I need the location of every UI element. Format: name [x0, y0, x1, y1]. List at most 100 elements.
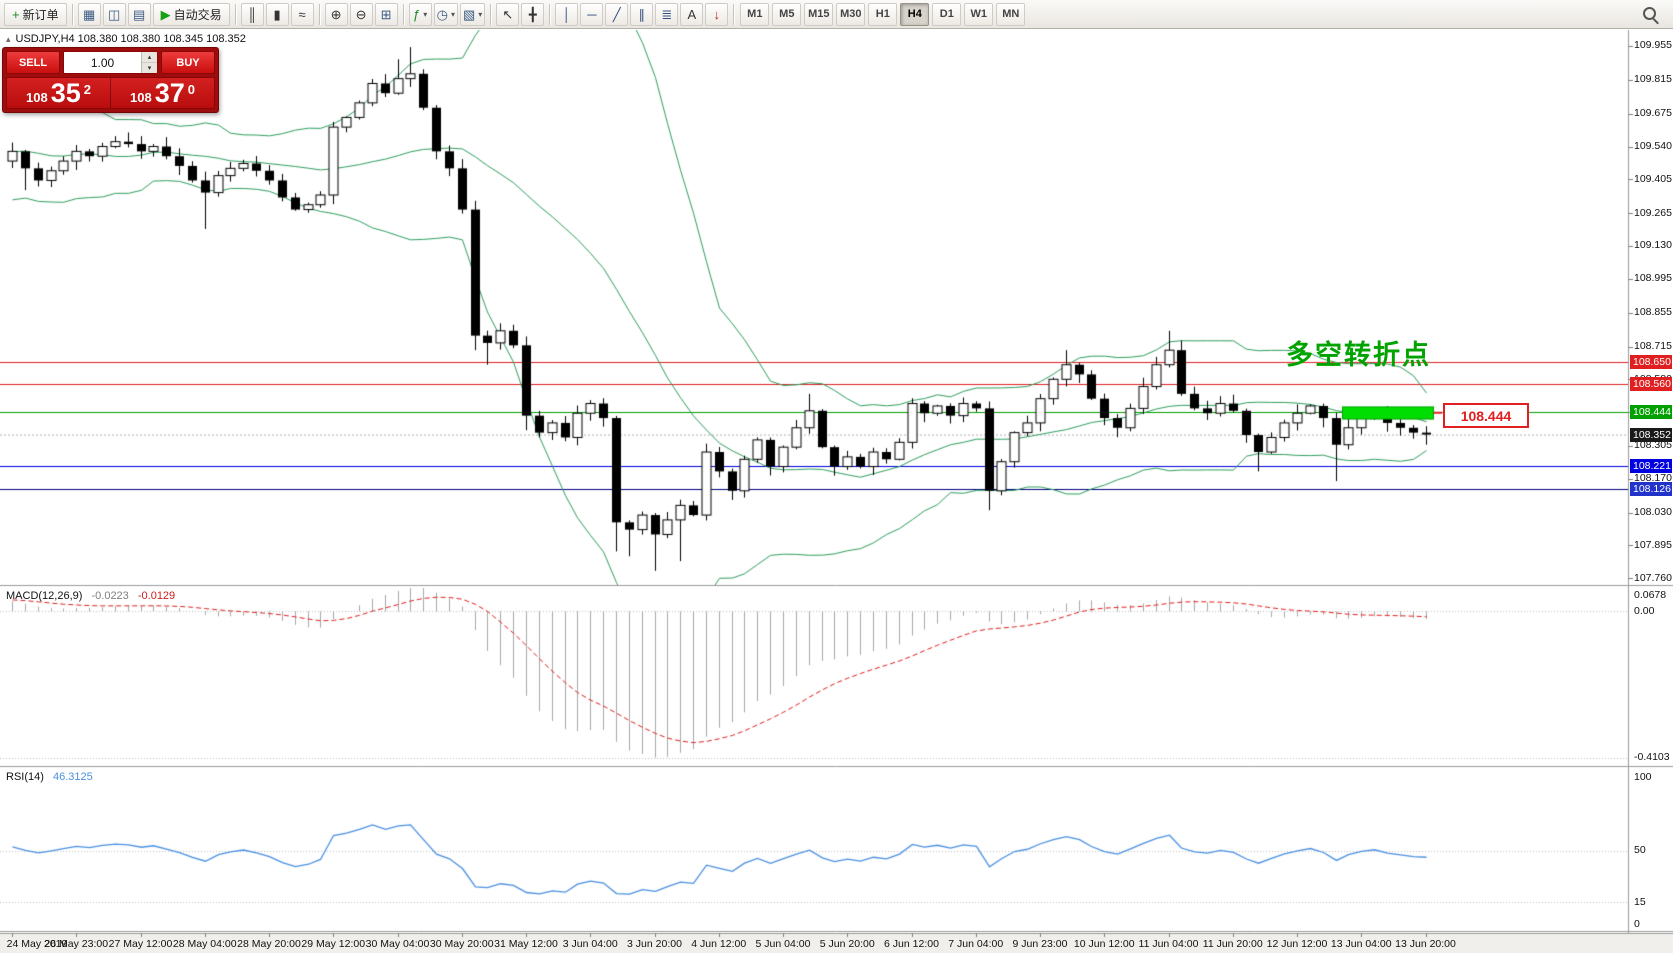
- channel-button[interactable]: ∥: [630, 2, 654, 26]
- timeframe-mn[interactable]: MN: [996, 2, 1026, 26]
- candlestick-chart-button[interactable]: ▮: [265, 2, 289, 26]
- price-axis-label: 108.715: [1634, 340, 1672, 353]
- vertical-line-button[interactable]: │: [555, 2, 579, 26]
- toolbar-separator: [402, 3, 404, 25]
- macd-value-main: -0.0223: [91, 590, 129, 602]
- bar-chart-button[interactable]: ║: [240, 2, 264, 26]
- time-axis-label: 27 May 12:00: [108, 938, 173, 950]
- price-axis-label: 107.760: [1634, 571, 1672, 584]
- sell-price[interactable]: 108 35 2: [7, 78, 111, 108]
- volume-input[interactable]: [64, 52, 141, 73]
- hline-icon: ─: [587, 6, 597, 22]
- price-axis-label: 109.675: [1634, 107, 1672, 120]
- toolbar-separator: [549, 3, 551, 25]
- line-chart-button[interactable]: ≈: [290, 2, 314, 26]
- time-axis-label: 29 May 12:00: [301, 938, 366, 950]
- toolbar-separator: [318, 3, 320, 25]
- time-axis-label: 5 Jun 20:00: [819, 938, 875, 950]
- autotrading-button[interactable]: ▶ 自动交易: [152, 2, 230, 26]
- chart-annotation-text[interactable]: 多空转折点: [1286, 340, 1431, 370]
- time-axis-label: 4 Jun 12:00: [691, 938, 747, 950]
- rsi-axis-label: 0: [1634, 917, 1640, 930]
- timeframe-m15[interactable]: M15: [804, 2, 834, 26]
- time-axis-label: 28 May 04:00: [172, 938, 237, 950]
- price-axis-label: 108.995: [1634, 272, 1672, 285]
- timeframe-h1[interactable]: H1: [868, 2, 898, 26]
- zoom-in-icon: ⊕: [330, 6, 342, 22]
- price-callout[interactable]: 108.444: [1443, 403, 1529, 428]
- fx-icon: ƒ: [413, 6, 421, 22]
- arrows-button[interactable]: ↓: [705, 2, 729, 26]
- price-tag-108.352: 108.352: [1630, 427, 1672, 442]
- time-axis-label: 13 Jun 20:00: [1395, 938, 1456, 950]
- one-click-trading-panel: SELL ▴ ▾ BUY 108 35 2 108 37 0: [2, 47, 219, 113]
- market-watch-button[interactable]: ▤: [127, 2, 151, 26]
- template-icon: ▧: [462, 6, 476, 22]
- buy-price-point: 0: [187, 82, 195, 97]
- price-axis-label: 109.265: [1634, 206, 1672, 219]
- time-axis-label: 6 Jun 12:00: [884, 938, 939, 950]
- price-tag-108.221: 108.221: [1630, 459, 1672, 474]
- templates-button[interactable]: ▧ ▾: [459, 2, 486, 26]
- indicators-button[interactable]: ƒ ▾: [408, 2, 432, 26]
- time-axis-label: 10 Jun 12:00: [1073, 938, 1135, 950]
- price-axis-label: 109.540: [1634, 140, 1672, 153]
- volume-up-button[interactable]: ▴: [142, 52, 157, 63]
- buy-price-pips: 37: [154, 77, 185, 108]
- price-tag-108.126: 108.126: [1630, 482, 1672, 497]
- macd-name: MACD(12,26,9): [6, 590, 83, 602]
- tile-icon: ⊞: [380, 6, 392, 22]
- one-click-toggle-icon[interactable]: ▴: [6, 33, 11, 44]
- timeframe-m5[interactable]: M5: [772, 2, 802, 26]
- channel-icon: ∥: [638, 6, 646, 22]
- charts-window-button[interactable]: ▦: [77, 2, 101, 26]
- autotrading-button-label: 自动交易: [173, 7, 222, 22]
- bars-icon: ║: [247, 6, 257, 22]
- timeframe-m1[interactable]: M1: [740, 2, 770, 26]
- time-axis-label: 30 May 20:00: [429, 938, 494, 950]
- zoom-in-button[interactable]: ⊕: [324, 2, 348, 26]
- rsi-axis-label: 15: [1634, 895, 1646, 908]
- tile-windows-button[interactable]: ⊞: [374, 2, 398, 26]
- periods-button[interactable]: ◷ ▾: [433, 2, 458, 26]
- new-order-button-label: 新订单: [22, 7, 59, 22]
- timeframe-h4[interactable]: H4: [900, 2, 930, 26]
- cursor-button[interactable]: ↖: [496, 2, 520, 26]
- timeframe-m30[interactable]: M30: [836, 2, 866, 26]
- search-icon[interactable]: [1639, 3, 1661, 25]
- macd-axis-label: 0.00: [1634, 604, 1655, 617]
- volume-down-button[interactable]: ▾: [142, 63, 157, 73]
- toolbar-separator: [490, 3, 492, 25]
- horizontal-line-button[interactable]: ─: [580, 2, 604, 26]
- buy-button[interactable]: BUY: [161, 51, 215, 74]
- profiles-button[interactable]: ◫: [102, 2, 126, 26]
- text-button[interactable]: A: [680, 2, 704, 26]
- sell-button[interactable]: SELL: [6, 51, 60, 74]
- new-order-button[interactable]: + 新订单: [4, 2, 67, 26]
- time-axis-label: 3 Jun 04:00: [562, 938, 618, 950]
- crosshair-button[interactable]: ╋: [521, 2, 545, 26]
- fibonacci-button[interactable]: ≣: [655, 2, 679, 26]
- zoom-out-button[interactable]: ⊖: [349, 2, 373, 26]
- new-order-icon: +: [12, 6, 20, 22]
- trendline-button[interactable]: ╱: [605, 2, 629, 26]
- sell-price-main: 108: [26, 90, 48, 105]
- fib-icon: ≣: [661, 6, 673, 22]
- buy-price[interactable]: 108 37 0: [111, 78, 214, 108]
- time-axis-label: 11 Jun 04:00: [1138, 938, 1199, 950]
- sell-price-point: 2: [83, 82, 91, 97]
- price-axis-label: 109.815: [1634, 73, 1672, 86]
- rsi-axis-label: 100: [1634, 771, 1652, 784]
- symbol-info: ▴ USDJPY,H4 108.380 108.380 108.345 108.…: [6, 33, 246, 45]
- timeframe-w1[interactable]: W1: [964, 2, 994, 26]
- clock-icon: ◷: [436, 6, 448, 22]
- price-axis-label: 109.130: [1634, 239, 1672, 252]
- timeframe-d1[interactable]: D1: [932, 2, 962, 26]
- cursor-icon: ↖: [502, 6, 514, 22]
- layers-icon: ◫: [107, 6, 121, 22]
